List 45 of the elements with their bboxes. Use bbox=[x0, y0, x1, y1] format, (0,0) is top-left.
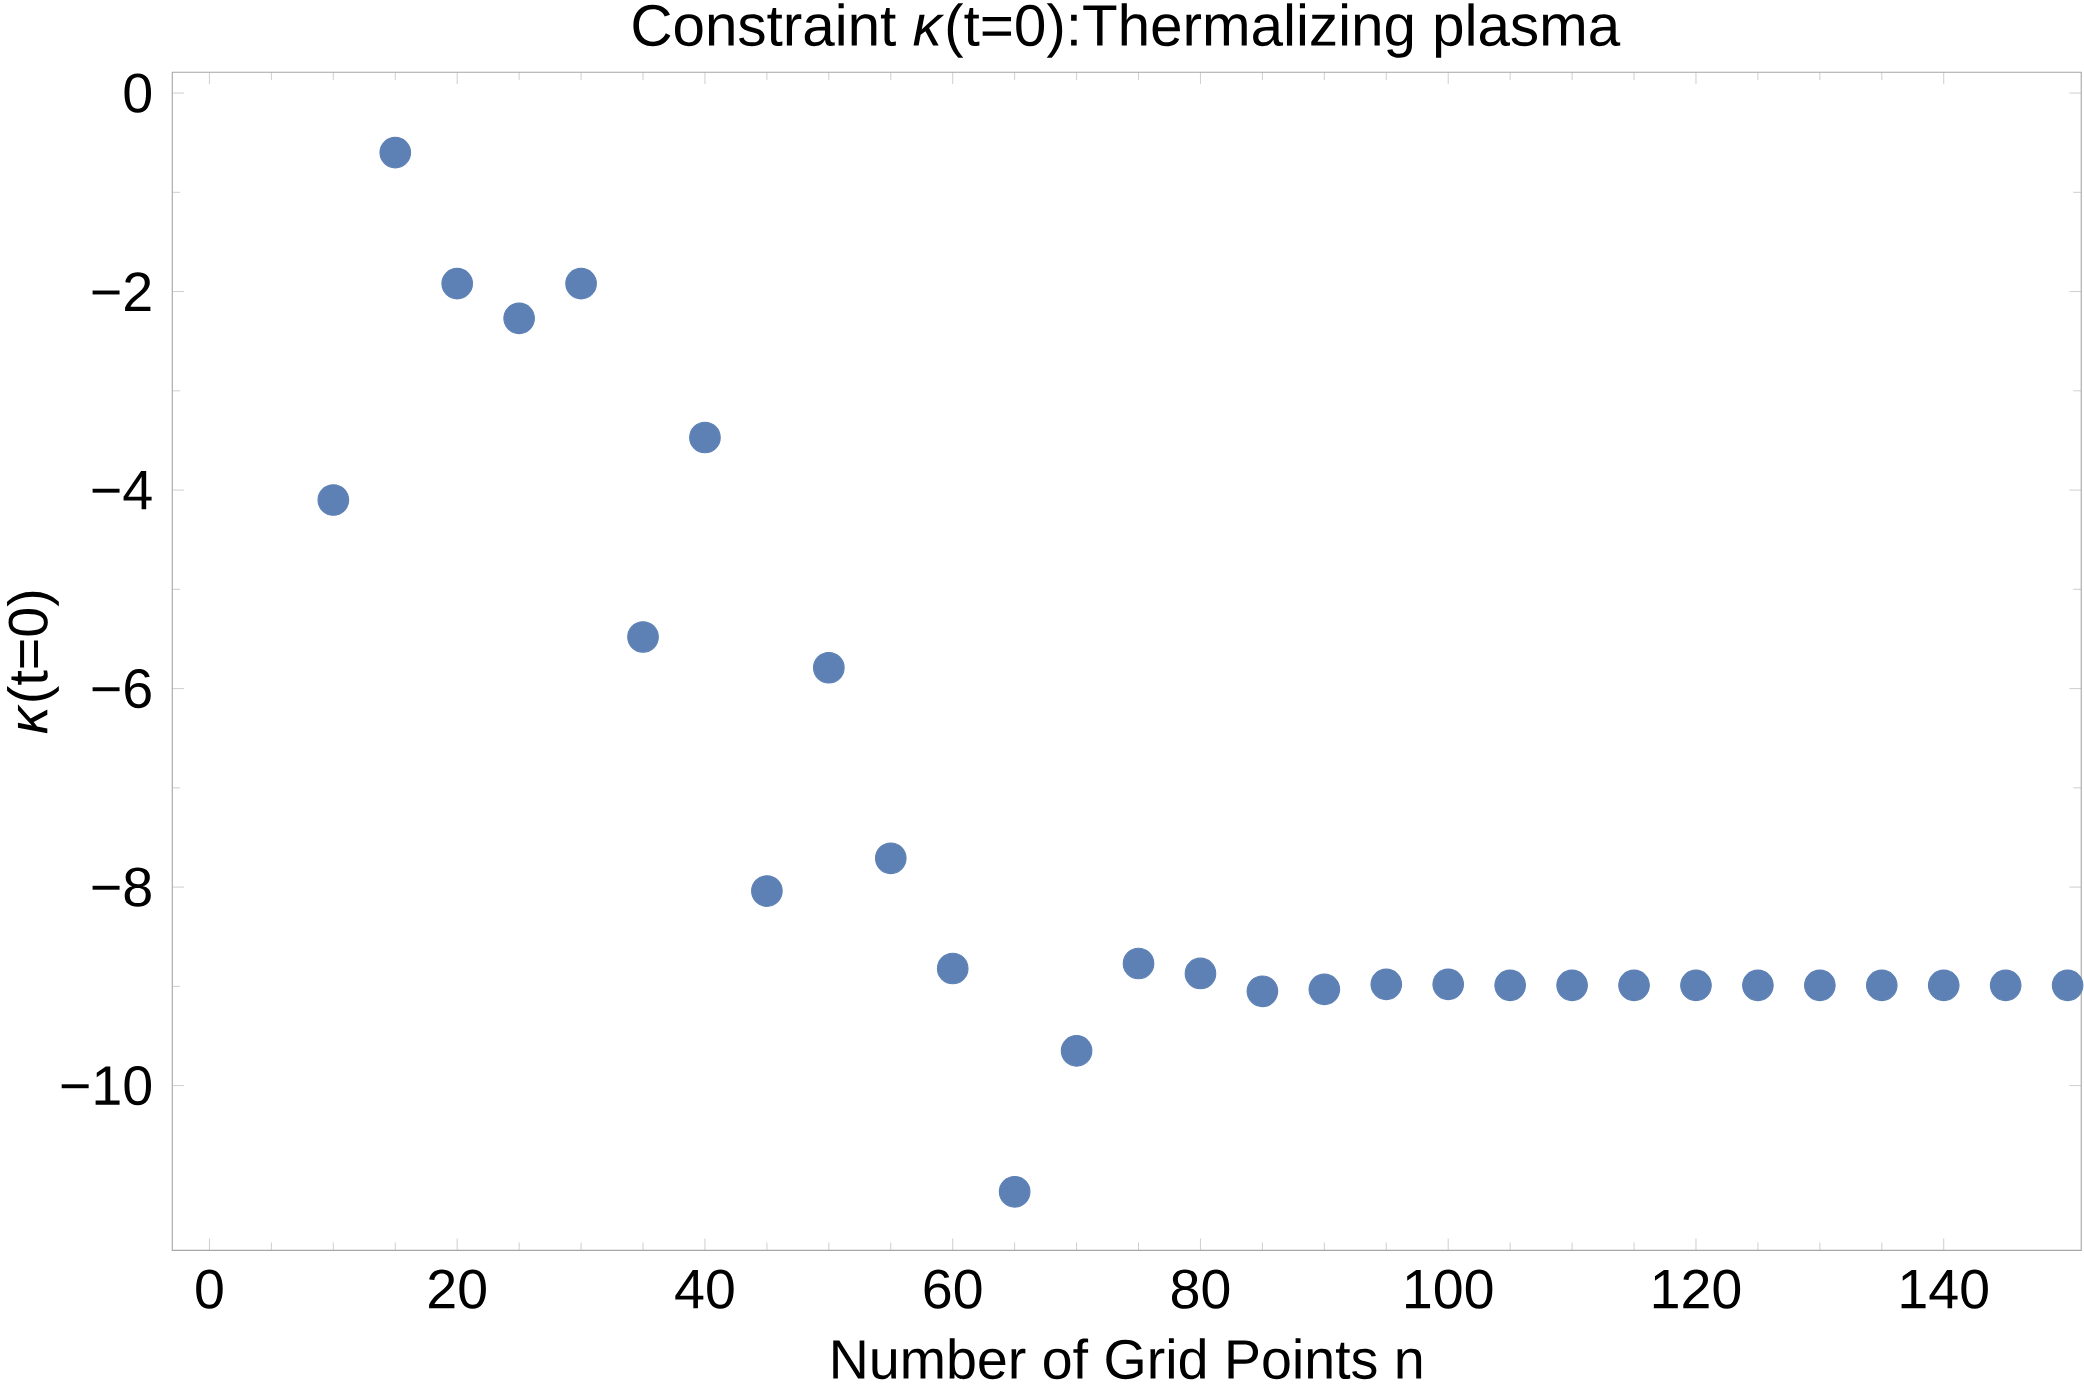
point bbox=[1989, 969, 2022, 1002]
point bbox=[689, 421, 721, 454]
point bbox=[936, 952, 969, 985]
point bbox=[1060, 1035, 1093, 1067]
point bbox=[998, 1176, 1031, 1208]
x-tick-label: 120 bbox=[1653, 1269, 1741, 1309]
point bbox=[1184, 957, 1217, 990]
x-tick-label: 80 bbox=[1171, 1269, 1230, 1309]
x-tick-label: 0 bbox=[196, 1269, 223, 1309]
point bbox=[812, 651, 845, 684]
point bbox=[1742, 969, 1774, 1002]
point bbox=[1308, 973, 1341, 1006]
y-tick-label: 0 bbox=[124, 73, 152, 113]
point bbox=[1494, 969, 1526, 1002]
point bbox=[565, 267, 597, 300]
point bbox=[1804, 969, 1836, 1002]
point bbox=[874, 842, 907, 875]
y-tick-label: −2 bbox=[92, 272, 151, 312]
point bbox=[1927, 969, 1960, 1002]
point bbox=[1122, 947, 1155, 980]
point bbox=[441, 267, 474, 300]
x-axis-title: Number of Grid Points n bbox=[833, 1338, 1422, 1380]
point bbox=[1865, 969, 1898, 1002]
point bbox=[1680, 969, 1712, 1002]
point bbox=[1370, 968, 1403, 1001]
point bbox=[1246, 975, 1279, 1008]
point bbox=[1432, 968, 1465, 1001]
x-tick-label: 100 bbox=[1406, 1269, 1493, 1309]
point bbox=[503, 302, 535, 335]
point bbox=[317, 484, 350, 516]
y-tick-label: −10 bbox=[61, 1066, 152, 1106]
y-axis-title: κ(t=0) bbox=[7, 591, 59, 734]
point bbox=[1618, 969, 1650, 1002]
chart-title: Constraint κ(t=0):Thermalizing plasma bbox=[633, 3, 1621, 58]
point bbox=[1556, 969, 1588, 1002]
point bbox=[751, 875, 783, 907]
x-tick-label: 140 bbox=[1901, 1269, 1988, 1309]
x-tick-label: 40 bbox=[675, 1269, 734, 1309]
point bbox=[379, 136, 412, 169]
x-tick-label: 20 bbox=[429, 1269, 486, 1309]
point bbox=[627, 621, 659, 653]
y-tick-label: −4 bbox=[92, 471, 152, 510]
x-tick-label: 60 bbox=[924, 1269, 982, 1309]
y-tick-label: −6 bbox=[92, 669, 151, 709]
y-tick-label: −8 bbox=[92, 867, 151, 907]
